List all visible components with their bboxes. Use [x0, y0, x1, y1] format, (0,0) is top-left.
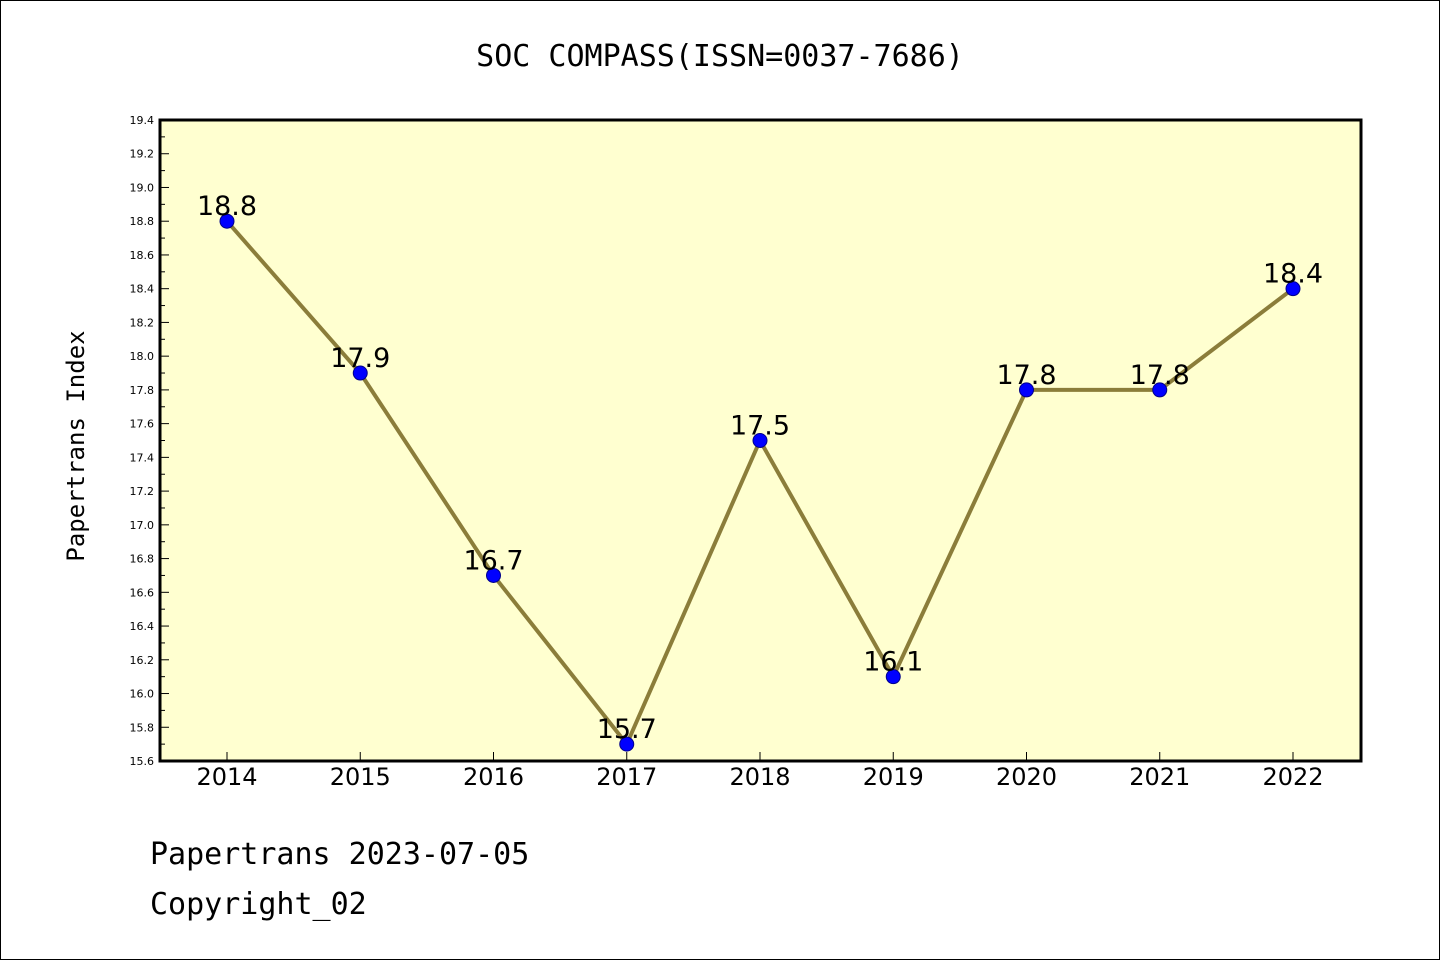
- y-tick-label: 18.4: [130, 283, 155, 296]
- data-label: 16.1: [863, 647, 923, 678]
- y-tick-label: 15.8: [130, 721, 155, 734]
- y-tick-label: 15.6: [130, 755, 155, 768]
- chart-title: SOC COMPASS(ISSN=0037-7686): [476, 39, 964, 74]
- data-label: 17.8: [996, 360, 1056, 391]
- y-tick-label: 18.2: [130, 316, 155, 329]
- x-tick-label: 2019: [863, 763, 924, 791]
- plot-frame: [158, 118, 1363, 763]
- y-tick-label: 17.8: [130, 384, 155, 397]
- y-tick-label: 17.6: [130, 418, 155, 431]
- data-label: 15.7: [597, 714, 657, 745]
- x-axis-ticks: 2014 2015 2016 2017 2018 2019 2020 2021 2022: [196, 752, 1324, 791]
- y-axis-label: Papertrans Index: [62, 330, 90, 561]
- y-tick-label: 16.4: [130, 620, 155, 633]
- data-point-marker: [619, 736, 635, 752]
- data-label: 18.8: [197, 191, 257, 222]
- x-tick-label: 2015: [330, 763, 391, 791]
- data-point-marker: [885, 669, 901, 685]
- y-tick-label: 16.2: [130, 654, 155, 667]
- y-tick-label: 16.8: [130, 553, 155, 566]
- x-tick-label: 2021: [1129, 763, 1190, 791]
- y-axis-ticks: 15.6 15.8 16.0 16.2 16.4 16.6 16.8 17.0 17.2 17.4…: [130, 114, 169, 768]
- y-tick-label: 18.8: [130, 215, 155, 228]
- data-label: 17.5: [730, 411, 790, 442]
- series-markers: [219, 213, 1301, 752]
- y-tick-label: 17.0: [130, 519, 155, 532]
- y-tick-label: 16.6: [130, 586, 155, 599]
- data-point-marker: [219, 213, 235, 229]
- data-point-marker: [486, 567, 501, 583]
- data-point-marker: [752, 433, 768, 448]
- y-tick-label: 18.6: [130, 249, 155, 262]
- x-tick-label: 2022: [1262, 763, 1323, 791]
- x-tick-label: 2016: [463, 763, 524, 791]
- data-label: 17.8: [1130, 360, 1190, 391]
- data-point-marker: [352, 365, 368, 381]
- footer-copyright: Copyright_02: [150, 887, 367, 922]
- footer-date: Papertrans 2023-07-05: [150, 837, 529, 872]
- x-tick-label: 2014: [196, 763, 257, 791]
- data-point-marker: [1019, 382, 1034, 398]
- x-tick-label: 2017: [596, 763, 657, 791]
- data-point-marker: [1152, 382, 1168, 398]
- data-point-marker: [1285, 281, 1301, 297]
- y-tick-label: 19.4: [130, 114, 155, 127]
- y-tick-label: 19.0: [130, 181, 155, 194]
- y-tick-label: 17.4: [130, 451, 155, 464]
- y-tick-label: 18.0: [130, 350, 155, 363]
- y-tick-label: 16.0: [130, 688, 155, 701]
- y-tick-label: 19.2: [130, 148, 155, 161]
- data-labels: 18.8 17.9 16.7 15.7 17.5 16.1 17.8 17.8 18.4: [197, 191, 1323, 745]
- data-label: 17.9: [330, 343, 390, 374]
- x-tick-label: 2018: [729, 763, 790, 791]
- x-tick-label: 2020: [996, 763, 1057, 791]
- y-tick-label: 17.2: [130, 485, 155, 498]
- data-label: 18.4: [1263, 259, 1323, 290]
- data-label: 16.7: [463, 545, 523, 576]
